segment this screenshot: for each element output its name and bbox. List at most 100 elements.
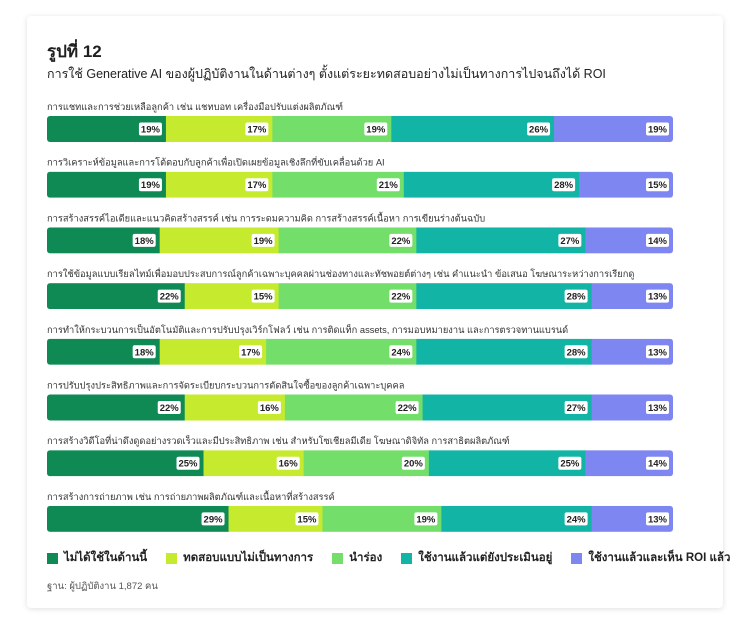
value-badge — [527, 122, 551, 136]
value-badge — [245, 122, 269, 136]
data-label: 29% — [204, 514, 224, 525]
value-badge — [552, 178, 576, 192]
figure-subtitle: การใช้ Generative AI ของผู้ปฏิบัติงานในด… — [47, 67, 606, 81]
data-label: 22% — [160, 292, 180, 303]
data-label: 27% — [567, 403, 587, 414]
bar-row: 19% 17% 21% 28% 15% — [47, 171, 673, 198]
value-badge — [646, 122, 669, 136]
category-label: การทำให้กระบวนการเป็นอัตโนมัติและการปรับ… — [47, 323, 568, 336]
value-badge — [138, 122, 162, 136]
data-label: 24% — [391, 347, 411, 358]
value-badge — [257, 401, 281, 414]
value-badge — [646, 512, 669, 526]
data-label: 25% — [560, 459, 580, 470]
data-label: 13% — [648, 403, 668, 414]
data-label: 13% — [648, 347, 668, 358]
category-label: การสร้างการถ่ายภาพ เช่น การถ่ายภาพผลิตภั… — [47, 490, 335, 502]
data-label: 13% — [648, 292, 668, 303]
bar-segment — [403, 171, 580, 198]
legend-item: นำร่อง — [332, 549, 382, 567]
data-label: 15% — [297, 514, 317, 525]
data-label: 22% — [398, 403, 418, 414]
bar-row: 22% 16% 22% 27% 13% — [47, 394, 673, 421]
bar-segment — [416, 227, 586, 254]
data-label: 22% — [391, 236, 411, 247]
value-badge — [564, 289, 588, 303]
value-badge — [564, 345, 588, 359]
bar-row: 18% 17% 24% 28% 13% — [47, 338, 673, 365]
value-badge — [376, 178, 400, 192]
data-label: 24% — [567, 514, 587, 525]
data-label: 25% — [178, 459, 198, 470]
chart-legend: ไม่ได้ใช้ในด้านนี้ ทดสอบแบบไม่เป็นทางการ น… — [47, 549, 730, 567]
bar-row: 29% 15% 19% 24% 13% — [47, 505, 673, 532]
value-badge — [389, 345, 413, 359]
legend-swatch — [571, 552, 583, 564]
legend-item: ใช้งานแล้วแต่ยังประเมินอยู่ — [401, 549, 552, 567]
figure-title: รูปที่ 12 — [47, 42, 102, 61]
data-label: 15% — [648, 180, 668, 191]
value-badge — [176, 456, 200, 470]
value-badge — [395, 401, 419, 414]
data-label: 27% — [560, 236, 580, 247]
value-badge — [138, 178, 162, 192]
value-badge — [646, 345, 669, 359]
bar-segment — [416, 283, 593, 310]
category-label: การใช้ข้อมูลแบบเรียลไทม์เพื่อมอบประสบการ… — [47, 267, 634, 280]
value-badge — [646, 233, 669, 247]
value-badge — [389, 233, 413, 247]
legend-item: ใช้งานแล้วและเห็น ROI แล้ว — [571, 549, 730, 567]
data-label: 22% — [160, 403, 180, 414]
value-badge — [564, 512, 588, 526]
value-badge — [646, 178, 669, 192]
data-label: 17% — [247, 125, 267, 136]
data-label: 17% — [241, 347, 261, 358]
data-label: 18% — [135, 236, 155, 247]
legend-swatch — [47, 552, 58, 564]
value-badge — [239, 345, 263, 359]
value-badge — [132, 345, 156, 359]
value-badge — [646, 401, 669, 414]
value-badge — [558, 456, 582, 470]
category-label: การสร้างสรรค์ไอเดียและแนวคิดสร้างสรรค์ เ… — [47, 211, 485, 223]
value-badge — [276, 456, 300, 470]
value-badge — [251, 233, 275, 247]
data-label: 15% — [254, 292, 274, 303]
category-label: การแชทและการช่วยเหลือลูกค้า เช่น แชทบอท … — [47, 100, 343, 113]
data-label: 14% — [648, 459, 668, 470]
value-badge — [558, 233, 582, 247]
data-label: 22% — [391, 292, 411, 303]
legend-swatch — [166, 552, 178, 564]
bar-row: 25% 16% 20% 25% 14% — [47, 450, 673, 477]
value-badge — [201, 512, 225, 526]
value-badge — [251, 289, 275, 303]
bar-segment — [422, 394, 593, 421]
bar-row: 18% 19% 22% 27% 14% — [47, 227, 673, 254]
legend-swatch — [332, 552, 344, 564]
legend-item: ไม่ได้ใช้ในด้านนี้ — [47, 549, 147, 567]
data-label: 16% — [279, 459, 299, 470]
value-badge — [157, 401, 181, 414]
value-badge — [364, 122, 388, 136]
category-label: การปรับปรุงประสิทธิภาพและการจัดระเบียบกร… — [47, 379, 404, 392]
legend-label: นำร่อง — [349, 552, 383, 564]
data-label: 28% — [567, 347, 587, 358]
bar-row: 19% 17% 19% 26% 19% — [47, 116, 673, 142]
category-label: การสร้างวิดีโอที่น่าดึงดูดอย่างรวดเร็วแล… — [47, 434, 510, 447]
data-label: 14% — [648, 236, 668, 247]
value-badge — [401, 456, 425, 470]
data-label: 28% — [567, 292, 587, 303]
bar-row: 22% 15% 22% 28% 13% — [47, 283, 673, 310]
value-badge — [564, 401, 588, 414]
data-label: 21% — [379, 180, 399, 191]
legend-label: ไม่ได้ใช้ในด้านนี้ — [64, 552, 148, 564]
data-label: 18% — [135, 347, 155, 358]
data-label: 19% — [648, 125, 668, 136]
value-badge — [295, 512, 319, 526]
data-label: 16% — [260, 403, 280, 414]
legend-item: ทดสอบแบบไม่เป็นทางการ — [166, 549, 313, 567]
value-badge — [132, 233, 156, 247]
data-label: 13% — [648, 514, 668, 525]
data-label: 19% — [416, 514, 436, 525]
base-note: ฐาน: ผู้ปฏิบัติงาน 1,872 คน — [47, 581, 158, 592]
